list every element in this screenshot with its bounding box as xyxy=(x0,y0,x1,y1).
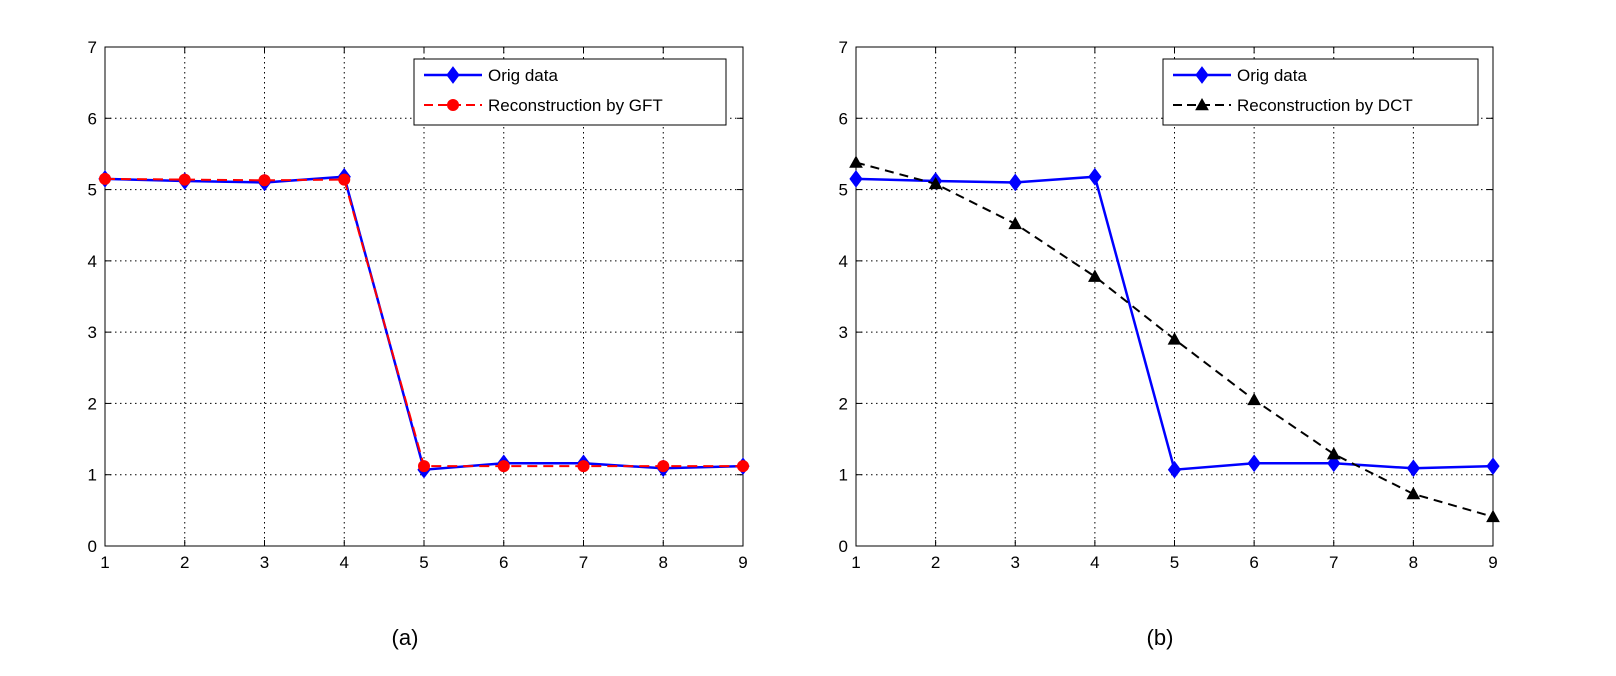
data-point-reconstruction-by-dct xyxy=(1088,269,1102,282)
data-point-orig-data xyxy=(849,170,863,188)
y-tick-label: 0 xyxy=(839,537,848,556)
series-reconstruction-by-gft xyxy=(99,172,749,473)
y-tick-label: 5 xyxy=(839,181,848,200)
y-tick-label: 1 xyxy=(839,466,848,485)
data-point-reconstruction-by-dct xyxy=(1326,447,1341,460)
data-point-orig-data xyxy=(1008,173,1022,192)
legend-marker-orig-data xyxy=(446,66,460,84)
x-tick-label: 7 xyxy=(579,553,588,572)
data-point-reconstruction-by-gft xyxy=(338,173,351,186)
x-tick-label: 8 xyxy=(659,553,668,572)
x-tick-label: 6 xyxy=(499,553,508,572)
data-point-reconstruction-by-dct xyxy=(928,176,943,190)
x-tick-label: 5 xyxy=(1170,553,1179,572)
data-point-reconstruction-by-dct xyxy=(1247,392,1261,406)
data-point-orig-data xyxy=(1486,457,1500,475)
data-point-orig-data xyxy=(1088,167,1102,186)
y-tick-label: 7 xyxy=(88,38,97,57)
data-point-reconstruction-by-gft xyxy=(737,460,749,473)
legend-label-reconstruction-by-gft: Reconstruction by GFT xyxy=(488,96,663,115)
data-point-reconstruction-by-dct xyxy=(1008,216,1023,230)
legend-label-reconstruction-by-dct: Reconstruction by DCT xyxy=(1237,96,1413,115)
x-tick-label: 3 xyxy=(260,553,269,572)
x-tick-label: 6 xyxy=(1249,553,1258,572)
data-point-reconstruction-by-gft xyxy=(99,172,111,185)
data-point-orig-data xyxy=(1167,460,1182,479)
data-point-reconstruction-by-dct xyxy=(849,155,863,168)
legend: Orig data Reconstruction by DCT xyxy=(1162,58,1479,126)
data-point-reconstruction-by-dct xyxy=(1167,332,1182,345)
x-tick-label: 2 xyxy=(180,553,189,572)
panel-caption: (b) xyxy=(1147,625,1174,650)
x-tick-label: 7 xyxy=(1329,553,1338,572)
data-point-reconstruction-by-gft xyxy=(497,460,510,473)
legend: Orig data Reconstruction by GFT xyxy=(413,58,727,126)
legend-box xyxy=(413,58,727,126)
y-tick-label: 4 xyxy=(839,252,848,271)
legend-marker-reconstruction-by-dct xyxy=(1195,97,1209,111)
y-tick-label: 3 xyxy=(839,323,848,342)
panel-caption: (a) xyxy=(392,625,419,650)
x-tick-label: 3 xyxy=(1011,553,1020,572)
y-tick-label: 2 xyxy=(88,394,97,413)
data-point-reconstruction-by-gft xyxy=(577,460,590,473)
series-reconstruction-by-dct xyxy=(849,155,1500,523)
data-point-reconstruction-by-gft xyxy=(657,460,670,473)
x-tick-label: 2 xyxy=(931,553,940,572)
legend-box xyxy=(1162,58,1479,126)
y-tick-label: 6 xyxy=(839,109,848,128)
legend-marker-orig-data xyxy=(1195,66,1209,84)
data-point-reconstruction-by-gft xyxy=(178,173,191,186)
y-tick-label: 0 xyxy=(88,537,97,556)
data-point-orig-data xyxy=(1406,459,1420,478)
y-tick-label: 6 xyxy=(88,109,97,128)
x-tick-label: 8 xyxy=(1409,553,1418,572)
y-tick-label: 3 xyxy=(88,323,97,342)
x-tick-label: 1 xyxy=(100,553,109,572)
legend-marker-reconstruction-by-gft xyxy=(447,99,459,111)
y-tick-label: 5 xyxy=(88,181,97,200)
legend-label-orig-data: Orig data xyxy=(1237,66,1307,85)
x-tick-label: 9 xyxy=(738,553,747,572)
x-tick-label: 4 xyxy=(340,553,349,572)
legend-label-orig-data: Orig data xyxy=(488,66,558,85)
y-tick-label: 2 xyxy=(839,394,848,413)
data-point-reconstruction-by-dct xyxy=(1486,509,1500,523)
data-point-reconstruction-by-gft xyxy=(418,460,430,473)
x-tick-label: 5 xyxy=(419,553,428,572)
data-point-reconstruction-by-gft xyxy=(258,174,271,187)
x-tick-label: 1 xyxy=(851,553,860,572)
y-tick-label: 4 xyxy=(88,252,97,271)
y-tick-label: 7 xyxy=(839,38,848,57)
data-point-orig-data xyxy=(1247,454,1261,473)
data-point-reconstruction-by-dct xyxy=(1406,486,1421,500)
y-tick-label: 1 xyxy=(88,466,97,485)
x-tick-label: 9 xyxy=(1488,553,1497,572)
x-tick-label: 4 xyxy=(1090,553,1099,572)
